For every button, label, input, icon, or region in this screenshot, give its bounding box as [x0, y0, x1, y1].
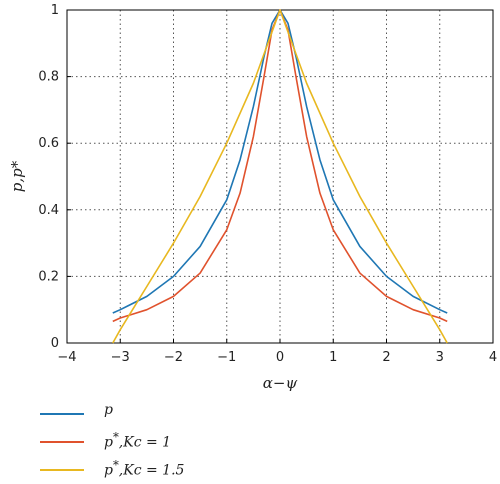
y-tick-label: 0.6	[38, 136, 59, 151]
x-axis-label: α−ψ	[263, 374, 298, 392]
x-tick-label: −4	[57, 350, 76, 365]
legend-swatch-kc-1-5	[40, 469, 84, 471]
legend: p p*,Kc = 1 p*,Kc = 1.5	[40, 400, 280, 484]
y-tick-label: 0	[51, 336, 59, 351]
legend-swatch-p	[40, 413, 84, 415]
y-tick-label: 0.2	[38, 269, 59, 284]
x-ticks: −4 −3 −2 −1 0 1 2 3 4	[57, 339, 497, 365]
x-tick-label: −3	[111, 350, 130, 365]
legend-label-kc-1-5-base: p	[104, 462, 113, 479]
legend-label-p: p	[104, 402, 113, 418]
legend-item-kc-1-5: p*,Kc = 1.5	[40, 456, 280, 484]
x-tick-label: −2	[164, 350, 183, 365]
x-tick-label: 3	[436, 350, 444, 365]
y-ticks: 0 0.2 0.4 0.6 0.8 1	[38, 3, 71, 351]
series-line-2	[112, 9, 448, 344]
y-tick-label: 0.4	[38, 203, 59, 218]
x-tick-label: 1	[329, 350, 337, 365]
grid	[67, 10, 493, 343]
x-tick-label: 0	[276, 350, 284, 365]
legend-item-kc-1: p*,Kc = 1	[40, 428, 280, 456]
legend-label-kc-1-rest: ,Kc = 1	[118, 434, 172, 451]
series-line-1	[112, 9, 448, 323]
line-chart: −4 −3 −2 −1 0 1 2 3 4 0 0.2 0.4 0.6 0.8 1 α−ψ p,p*	[8, 3, 497, 392]
legend-label-kc-1-sup: *	[112, 430, 119, 444]
x-tick-label: −1	[217, 350, 236, 365]
legend-item-p: p	[40, 400, 280, 428]
legend-label-kc-1-base: p	[104, 434, 113, 451]
x-tick-label: 2	[382, 350, 390, 365]
legend-swatch-kc-1	[40, 441, 84, 443]
legend-label-kc-1-5-sup: *	[112, 458, 119, 472]
y-tick-label: 1	[51, 3, 59, 18]
x-tick-label: 4	[489, 350, 497, 365]
legend-label-kc-1-5-rest: ,Kc = 1.5	[118, 462, 185, 479]
series-group	[112, 9, 448, 344]
y-axis-label: p,p*	[8, 160, 26, 192]
y-tick-label: 0.8	[38, 70, 59, 85]
